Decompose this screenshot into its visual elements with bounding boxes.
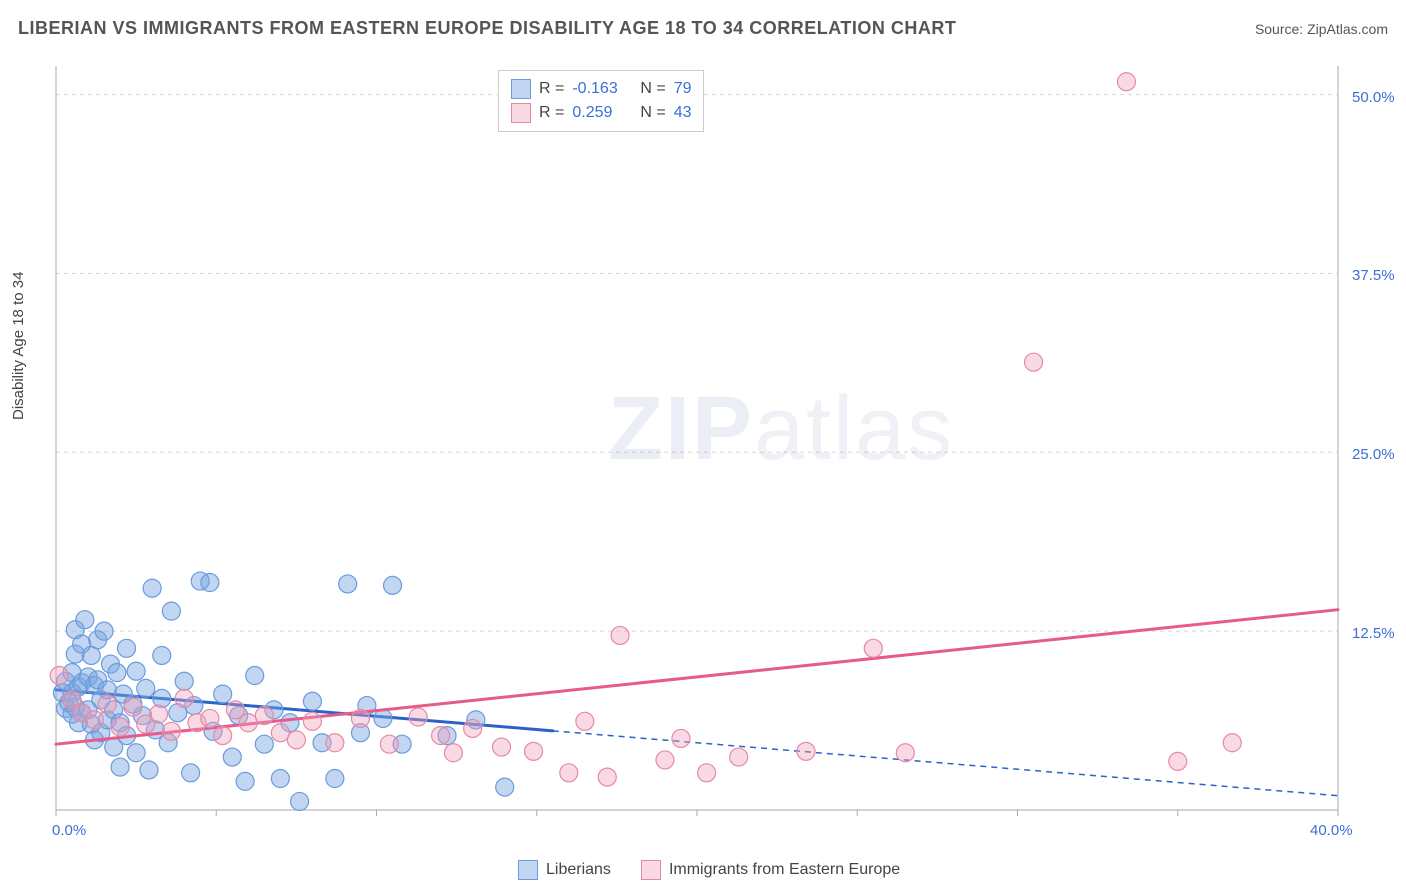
legend-item: Immigrants from Eastern Europe bbox=[641, 860, 900, 880]
N-label: N = bbox=[640, 80, 665, 98]
scatter-plot-svg bbox=[48, 58, 1348, 828]
R-value: 0.259 bbox=[572, 104, 632, 122]
N-label: N = bbox=[640, 104, 665, 122]
legend-swatch bbox=[511, 103, 531, 123]
legend-label: Liberians bbox=[546, 861, 611, 879]
R-value: -0.163 bbox=[572, 80, 632, 98]
x-tick-label: 40.0% bbox=[1310, 822, 1353, 839]
chart-title: LIBERIAN VS IMMIGRANTS FROM EASTERN EURO… bbox=[18, 18, 956, 39]
N-value: 79 bbox=[674, 80, 692, 98]
y-tick-label: 25.0% bbox=[1352, 446, 1395, 463]
R-label: R = bbox=[539, 80, 564, 98]
corr-legend-row: R = 0.259 N = 43 bbox=[511, 101, 691, 125]
legend-item: Liberians bbox=[518, 860, 611, 880]
y-axis-label: Disability Age 18 to 34 bbox=[10, 272, 27, 420]
R-label: R = bbox=[539, 104, 564, 122]
legend-swatch bbox=[511, 79, 531, 99]
series-legend: Liberians Immigrants from Eastern Europe bbox=[518, 860, 900, 880]
correlation-legend: R = -0.163 N = 79 R = 0.259 N = 43 bbox=[498, 70, 704, 132]
chart-area: ZIPatlas R =-0.163N =79R =0.259N =43 bbox=[48, 58, 1348, 828]
source-label: Source: ZipAtlas.com bbox=[1255, 21, 1388, 37]
legend-label: Immigrants from Eastern Europe bbox=[669, 861, 900, 879]
x-tick-label: 0.0% bbox=[52, 822, 86, 839]
corr-legend-row: R = -0.163 N = 79 bbox=[511, 77, 691, 101]
y-tick-label: 12.5% bbox=[1352, 625, 1395, 642]
N-value: 43 bbox=[674, 104, 692, 122]
legend-swatch bbox=[641, 860, 661, 880]
y-tick-label: 37.5% bbox=[1352, 267, 1395, 284]
legend-swatch bbox=[518, 860, 538, 880]
y-tick-label: 50.0% bbox=[1352, 89, 1395, 106]
